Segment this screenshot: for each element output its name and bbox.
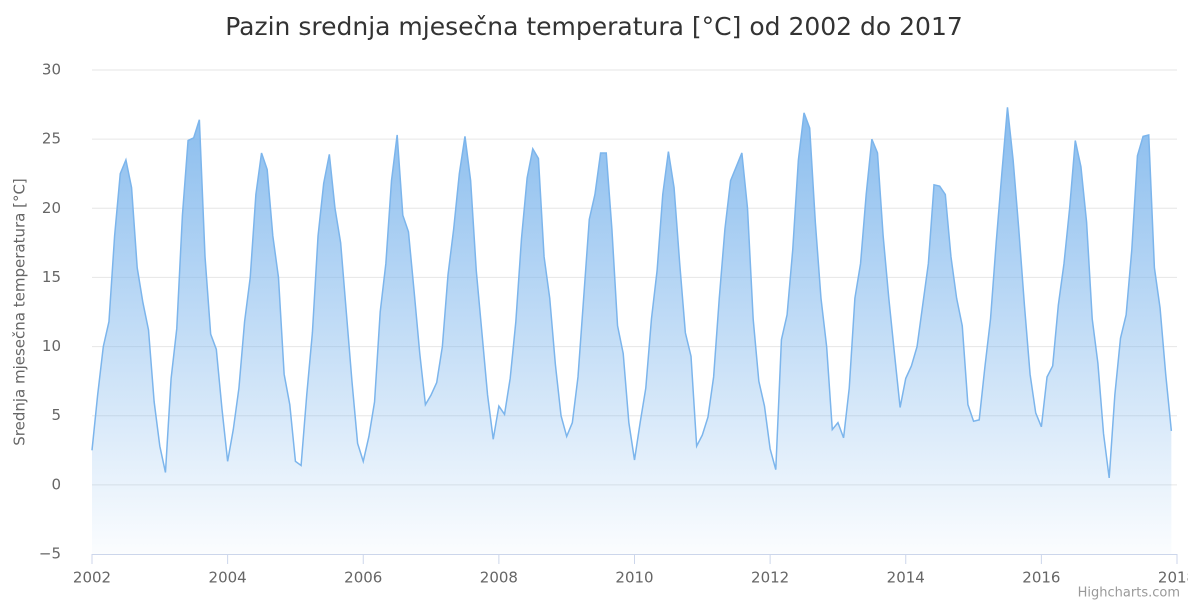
x-tick-label: 2018 <box>1158 569 1188 587</box>
x-tick-label: 2016 <box>1022 569 1060 587</box>
x-tick-label: 2004 <box>209 569 247 587</box>
y-tick-label: 0 <box>51 475 61 493</box>
x-tick-label: 2010 <box>615 569 653 587</box>
y-tick-label: 5 <box>51 406 61 424</box>
y-tick-label: −5 <box>39 545 61 563</box>
area-line <box>91 107 1173 479</box>
chart-title: Pazin srednja mjesečna temperatura [°C] … <box>225 12 963 41</box>
y-tick-label: 10 <box>42 337 61 355</box>
x-tick-label: 2002 <box>73 569 111 587</box>
credits[interactable]: Highcharts.com <box>1078 586 1180 601</box>
x-tick-label: 2006 <box>344 569 382 587</box>
y-axis-title: Srednja mjesečna temperatura [°C] <box>11 178 29 446</box>
area-fill <box>92 107 1172 554</box>
x-tick-label: 2014 <box>887 569 925 587</box>
y-tick-label: 20 <box>42 199 61 217</box>
y-tick-label: 15 <box>42 268 61 286</box>
y-tick-label: 25 <box>42 130 61 148</box>
x-tick-label: 2012 <box>751 569 789 587</box>
y-tick-label: 30 <box>42 61 61 79</box>
x-tick-label: 2008 <box>480 569 518 587</box>
